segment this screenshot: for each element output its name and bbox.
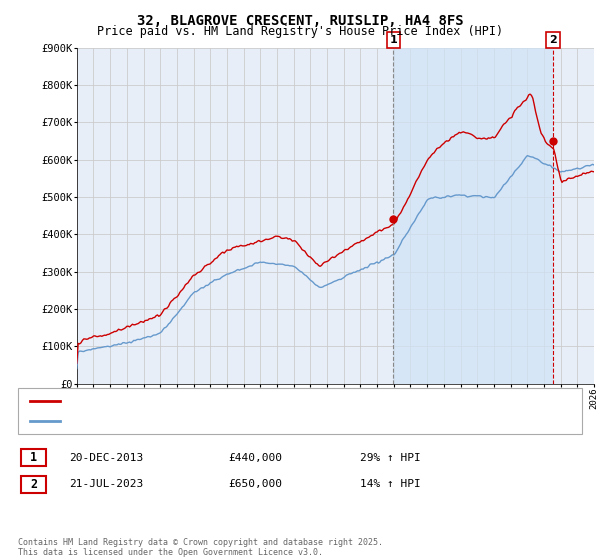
Text: £440,000: £440,000 [228,452,282,463]
Text: 21-JUL-2023: 21-JUL-2023 [69,479,143,489]
Text: 20-DEC-2013: 20-DEC-2013 [69,452,143,463]
Text: HPI: Average price, semi-detached house, Hillingdon: HPI: Average price, semi-detached house,… [69,416,375,426]
Text: Contains HM Land Registry data © Crown copyright and database right 2025.
This d: Contains HM Land Registry data © Crown c… [18,538,383,557]
Text: 1: 1 [389,35,397,45]
Text: 1: 1 [30,451,37,464]
Text: 32, BLAGROVE CRESCENT, RUISLIP, HA4 8FS: 32, BLAGROVE CRESCENT, RUISLIP, HA4 8FS [137,14,463,28]
Bar [393,48,553,384]
Text: Price paid vs. HM Land Registry's House Price Index (HPI): Price paid vs. HM Land Registry's House … [97,25,503,38]
Text: £650,000: £650,000 [228,479,282,489]
Text: 29% ↑ HPI: 29% ↑ HPI [360,452,421,463]
Text: 14% ↑ HPI: 14% ↑ HPI [360,479,421,489]
Text: 2: 2 [549,35,557,45]
Text: 32, BLAGROVE CRESCENT, RUISLIP, HA4 8FS (semi-detached house): 32, BLAGROVE CRESCENT, RUISLIP, HA4 8FS … [69,396,435,406]
Text: 2: 2 [30,478,37,491]
